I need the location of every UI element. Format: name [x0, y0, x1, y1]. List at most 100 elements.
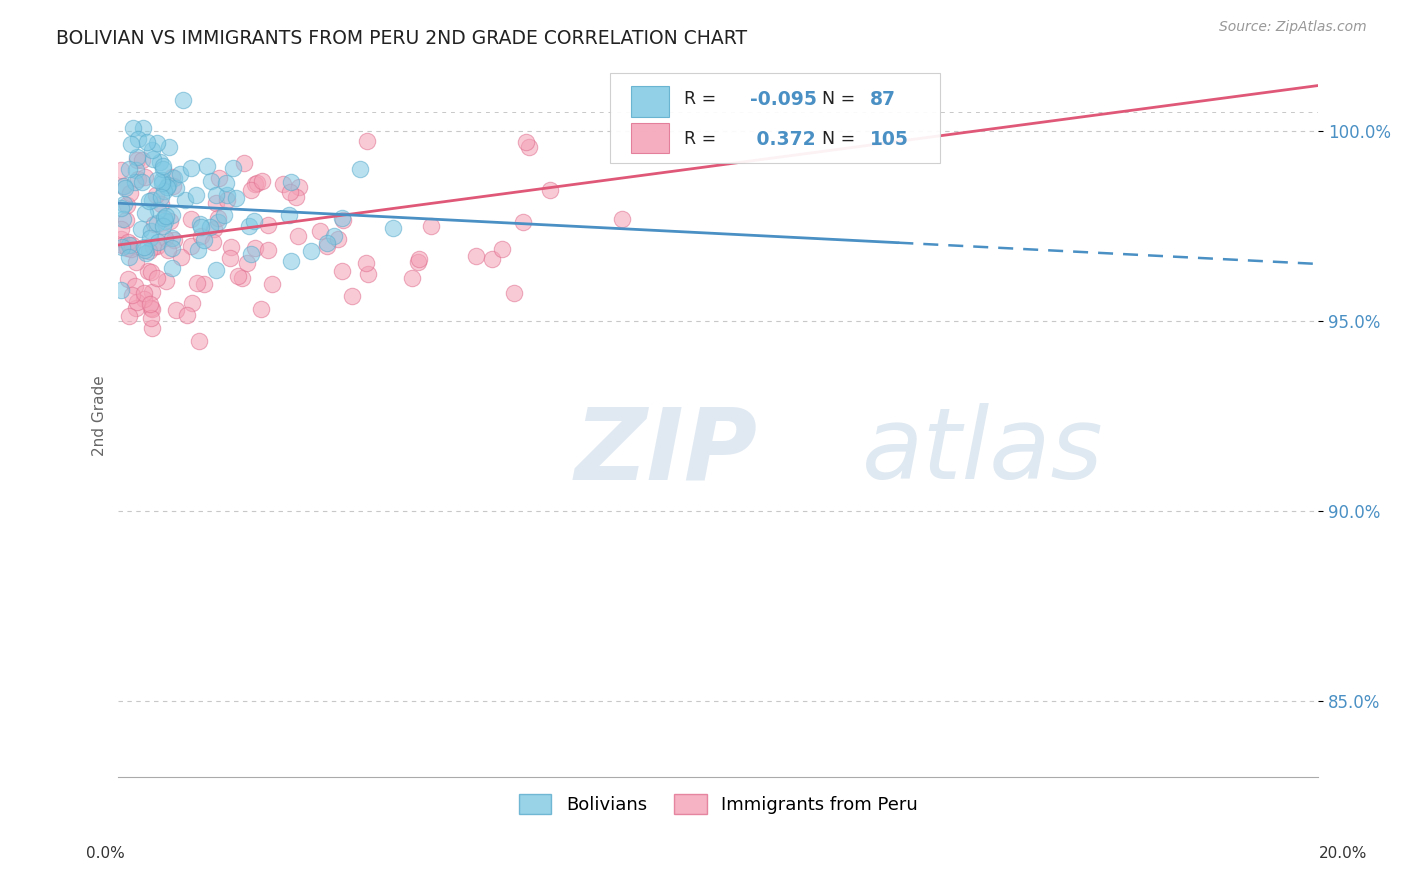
Point [464, 249, 486, 263]
Point [139, 265, 162, 279]
Point [243, 214, 266, 228]
Point [149, 155, 172, 169]
Text: 20.0%: 20.0% [1319, 847, 1367, 861]
Text: N =: N = [821, 130, 855, 148]
Point [127, 171, 149, 186]
Point [142, 152, 165, 166]
Point [114, 213, 136, 227]
Point [120, 242, 142, 256]
Point [146, 216, 169, 230]
Point [127, 153, 149, 168]
Point [207, 211, 229, 225]
Point [198, 220, 221, 235]
Point [141, 301, 163, 316]
Point [139, 301, 162, 315]
Point [125, 301, 148, 316]
Point [118, 186, 141, 201]
Point [142, 240, 165, 254]
Point [235, 256, 257, 270]
Point [217, 188, 239, 202]
Point [134, 285, 156, 300]
Point [155, 209, 177, 223]
Point [134, 169, 156, 184]
Point [118, 161, 141, 176]
Point [145, 187, 167, 202]
Point [190, 219, 212, 234]
Point [401, 270, 423, 285]
Point [193, 277, 215, 291]
Point [200, 174, 222, 188]
Point [332, 211, 354, 226]
Point [134, 206, 156, 220]
Point [110, 284, 132, 298]
Point [141, 193, 163, 207]
Point [205, 196, 228, 211]
Point [134, 240, 156, 254]
Point [278, 185, 301, 199]
Point [186, 277, 208, 291]
Point [160, 169, 183, 184]
Point [481, 252, 503, 266]
Point [256, 244, 278, 258]
Point [157, 178, 180, 192]
Point [135, 245, 157, 260]
Point [205, 263, 228, 277]
Point [160, 260, 183, 275]
Point [125, 163, 148, 178]
Point [165, 302, 187, 317]
Point [316, 236, 339, 251]
Point [143, 217, 166, 231]
Point [150, 189, 173, 203]
FancyBboxPatch shape [631, 87, 669, 117]
Point [153, 211, 176, 226]
Legend: Bolivians, Immigrants from Peru: Bolivians, Immigrants from Peru [512, 787, 925, 822]
Point [118, 309, 141, 323]
Point [233, 155, 256, 169]
Point [157, 140, 180, 154]
Point [218, 252, 240, 266]
Point [141, 321, 163, 335]
Point [152, 161, 174, 176]
Point [112, 211, 135, 226]
Point [136, 264, 159, 278]
Point [131, 153, 153, 167]
Point [202, 235, 225, 249]
Text: BOLIVIAN VS IMMIGRANTS FROM PERU 2ND GRADE CORRELATION CHART: BOLIVIAN VS IMMIGRANTS FROM PERU 2ND GRA… [56, 29, 748, 47]
Point [280, 175, 302, 189]
Point [503, 285, 526, 300]
Point [121, 237, 143, 252]
Point [316, 239, 339, 253]
Point [152, 219, 174, 233]
Point [173, 194, 195, 208]
Point [250, 301, 273, 316]
Point [219, 240, 242, 254]
Point [349, 161, 371, 176]
Point [117, 235, 139, 249]
Point [127, 149, 149, 163]
Point [112, 197, 135, 211]
Point [162, 179, 184, 194]
Point [160, 208, 183, 222]
Point [149, 196, 172, 211]
Text: ZIP: ZIP [575, 403, 758, 500]
Point [150, 173, 173, 187]
Point [153, 214, 176, 228]
Point [408, 252, 430, 266]
Point [110, 202, 132, 216]
Point [132, 292, 155, 306]
Point [419, 219, 441, 233]
Point [278, 208, 301, 222]
Point [141, 143, 163, 157]
Point [299, 244, 322, 259]
Point [124, 175, 146, 189]
Point [129, 221, 152, 235]
Point [190, 228, 212, 243]
Point [121, 287, 143, 301]
Point [208, 171, 231, 186]
Point [139, 231, 162, 245]
Point [118, 237, 141, 252]
Point [222, 161, 245, 175]
Point [246, 176, 269, 190]
Text: N =: N = [821, 90, 855, 108]
Point [193, 233, 215, 247]
